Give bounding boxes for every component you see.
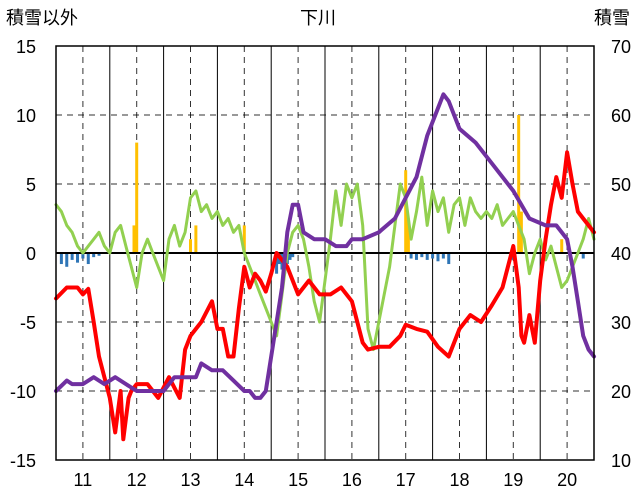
x-tick-label: 13 xyxy=(180,470,200,490)
orange-bar xyxy=(406,218,410,253)
right-y-tick-label: 70 xyxy=(611,37,631,57)
orange-bar xyxy=(194,225,198,253)
blue-bar xyxy=(425,253,429,260)
left-y-tick-label: 15 xyxy=(16,37,36,57)
left-axis-label: 積雪以外 xyxy=(6,8,78,28)
blue-bar xyxy=(65,253,69,267)
blue-bar xyxy=(291,253,295,258)
blue-bar xyxy=(447,253,451,265)
blue-bar xyxy=(81,253,85,259)
blue-bar xyxy=(92,253,96,258)
blue-bar xyxy=(86,253,90,265)
right-axis-label: 積雪 xyxy=(594,8,630,28)
right-y-tick-label: 20 xyxy=(611,382,631,402)
x-tick-label: 15 xyxy=(288,470,308,490)
purple-series-line xyxy=(54,92,596,400)
left-y-tick-label: 5 xyxy=(26,175,36,195)
plot-frame xyxy=(55,45,595,461)
right-y-tick-label: 40 xyxy=(611,244,631,264)
x-tick-label: 12 xyxy=(127,470,147,490)
orange-bar xyxy=(242,225,246,253)
left-y-tick-label: 10 xyxy=(16,106,36,126)
x-tick-label: 19 xyxy=(503,470,523,490)
blue-bar xyxy=(70,253,74,260)
right-y-tick-label: 30 xyxy=(611,313,631,333)
right-y-tick-label: 60 xyxy=(611,106,631,126)
plot-border xyxy=(55,45,595,461)
blue-bar xyxy=(441,253,445,259)
series-layer xyxy=(54,92,596,442)
blue-bar xyxy=(436,253,440,262)
blue-bar xyxy=(76,253,80,263)
blue-bar xyxy=(97,253,101,256)
orange-bar xyxy=(404,170,408,253)
orange-bar xyxy=(517,115,521,253)
left-y-tick-label: -10 xyxy=(10,382,36,402)
left-y-tick-label: -15 xyxy=(10,451,36,471)
left-y-tick-label: -5 xyxy=(20,313,36,333)
chart-title: 下川 xyxy=(300,8,336,28)
blue-bar xyxy=(409,253,413,259)
orange-bar xyxy=(560,239,564,253)
x-tick-label: 11 xyxy=(74,470,93,490)
blue-bar xyxy=(431,253,435,259)
orange-bar xyxy=(132,225,136,253)
blue-bar xyxy=(59,253,63,265)
x-tick-label: 18 xyxy=(449,470,469,490)
right-y-tick-label: 10 xyxy=(611,451,631,471)
x-tick-label: 17 xyxy=(396,470,416,490)
blue-bar xyxy=(581,253,585,259)
blue-bar xyxy=(414,253,418,260)
left-y-tick-label: 0 xyxy=(26,244,36,264)
right-y-tick-label: 50 xyxy=(611,175,631,195)
blue-bar xyxy=(275,253,279,274)
orange-bar xyxy=(189,239,192,253)
x-tick-label: 14 xyxy=(234,470,254,490)
x-tick-label: 16 xyxy=(342,470,362,490)
x-tick-label: 20 xyxy=(557,470,577,490)
red-series-line xyxy=(54,150,596,442)
blue-bar xyxy=(420,253,424,258)
green-series-line xyxy=(54,175,596,352)
blue-bar xyxy=(288,253,292,260)
orange-bar xyxy=(135,142,139,253)
